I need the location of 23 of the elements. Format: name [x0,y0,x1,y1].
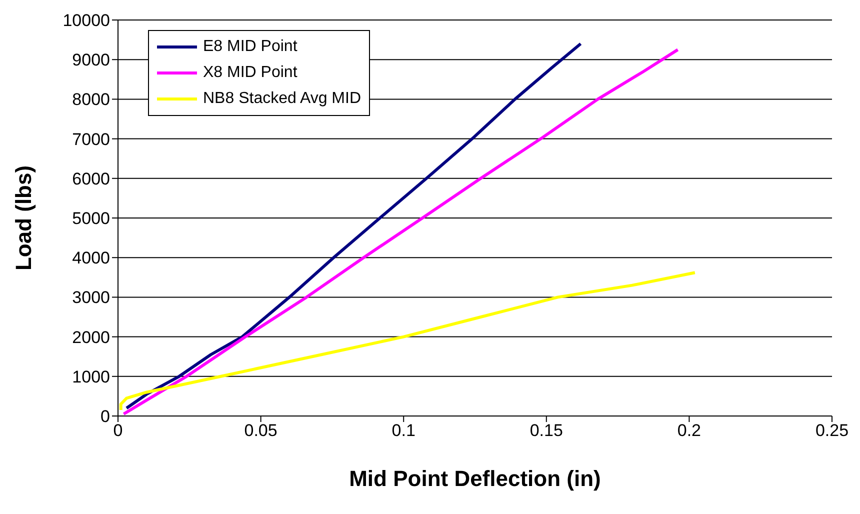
x-axis-title: Mid Point Deflection (in) [349,466,601,491]
y-tick-label: 5000 [72,209,110,228]
y-tick-label: 4000 [72,248,110,268]
y-tick-label: 8000 [72,90,110,110]
legend-label: NB8 Stacked Avg MID [203,90,361,108]
line-series [119,271,696,412]
x-tick-label: 0.2 [677,421,702,440]
y-tick-label: 6000 [72,169,110,188]
y-axis-title: Load (lbs) [10,165,36,271]
y-tick-label: 9000 [72,50,110,70]
y-tick-label: 3000 [72,288,110,308]
y-tick-label: 2000 [72,328,110,347]
legend-label: E8 MID Point [203,38,298,56]
x-tick-label: 0.05 [244,421,278,440]
x-tick-label: 0.15 [530,421,563,440]
y-tick-label: 1000 [72,367,110,386]
y-tick-label: 7000 [72,130,110,149]
x-tick-label: 0.25 [815,421,849,440]
legend-label: X8 MID Point [203,64,298,82]
x-tick-label: 0.1 [392,421,416,440]
x-tick-label: 0 [113,421,123,440]
y-tick-label: 0 [100,407,110,426]
y-tick-label: 10000 [62,11,110,30]
